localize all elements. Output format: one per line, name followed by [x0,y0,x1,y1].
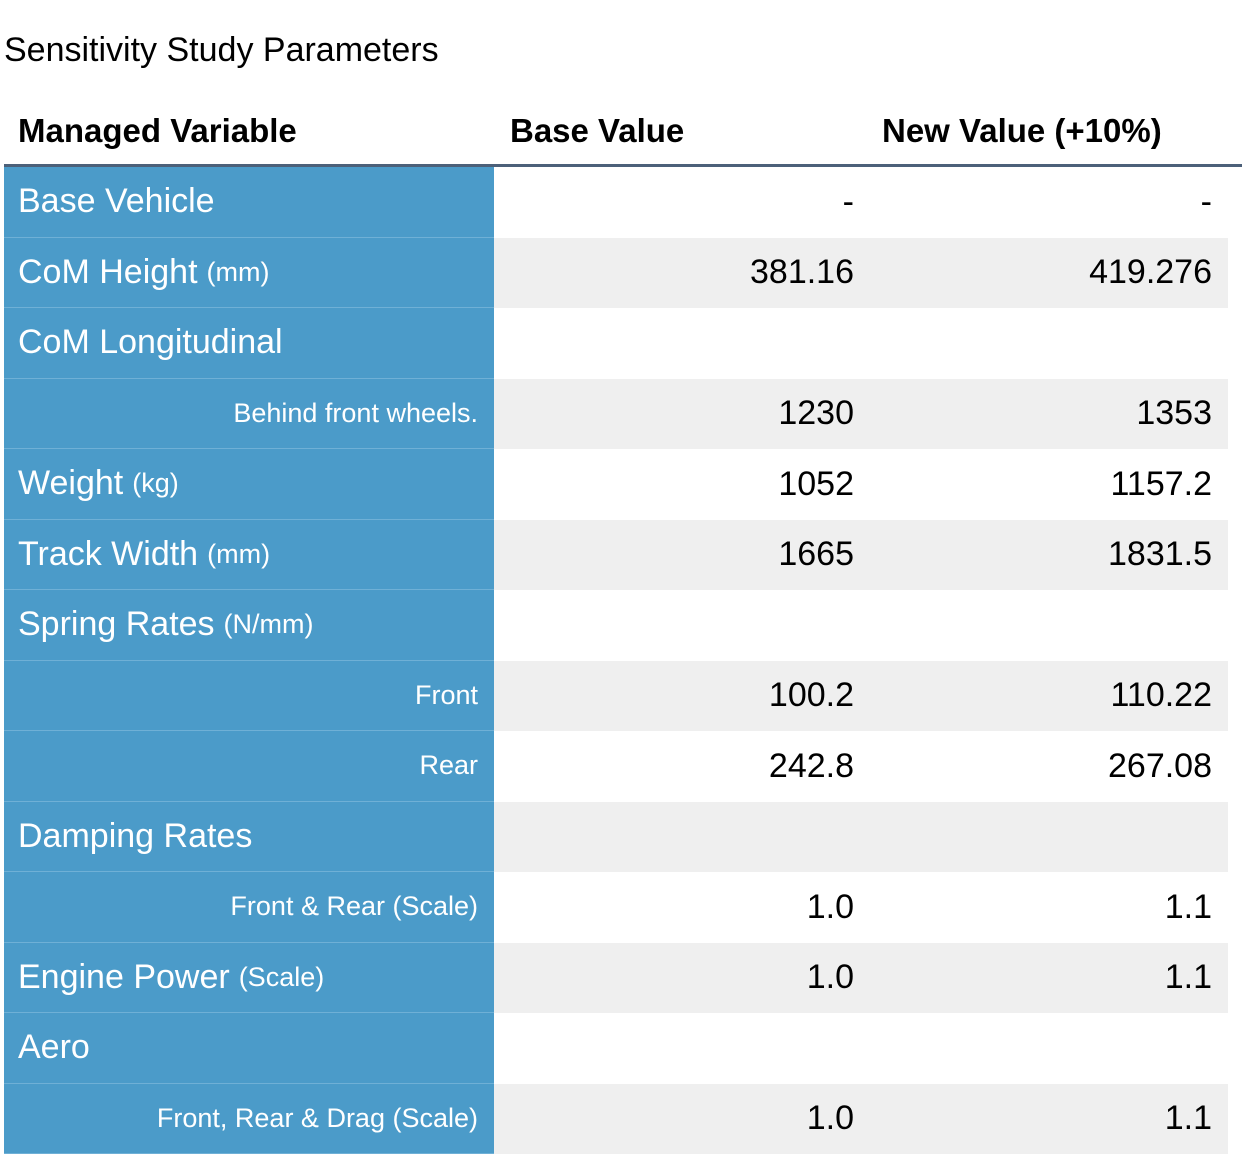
row-unit: (mm) [206,256,270,287]
new-value-cell [854,1013,1228,1084]
table-header: Managed Variable Base Value New Value (+… [4,98,1242,167]
table-row: Track Width (mm) 1665 1831.5 [4,519,1242,590]
row-label: Spring Rates (N/mm) [4,590,494,661]
row-label: Front, Rear & Drag (Scale) [4,1083,494,1154]
table-row: CoM Height (mm) 381.16 419.276 [4,237,1242,308]
table-row: Aero [4,1013,1242,1084]
base-value-cell [494,1013,854,1084]
new-value-cell: 1.1 [854,1083,1228,1154]
new-value-cell [854,308,1228,379]
row-label: CoM Longitudinal [4,308,494,379]
new-value-cell: 1831.5 [854,519,1228,590]
table-row: Front & Rear (Scale) 1.0 1.1 [4,872,1242,943]
row-label: Track Width (mm) [4,519,494,590]
row-label: Front [4,660,494,731]
row-unit: (N/mm) [223,609,314,640]
base-value-cell: 1052 [494,449,854,520]
base-value-cell: 1.0 [494,942,854,1013]
new-value-cell: 110.22 [854,660,1228,731]
new-value-cell: 267.08 [854,731,1228,802]
row-label-text: Front [414,679,478,710]
row-label-text: CoM Longitudinal [18,323,283,362]
table-row: CoM Longitudinal [4,308,1242,379]
new-value-cell: 1.1 [854,872,1228,943]
base-value-cell: - [494,167,854,238]
row-label-text: Front & Rear (Scale) [230,891,478,922]
row-unit: (mm) [207,538,271,569]
row-unit: (kg) [132,468,179,499]
row-label: Behind front wheels. [4,378,494,449]
new-value-cell [854,801,1228,872]
new-value-cell [854,590,1228,661]
table-row: Damping Rates [4,801,1242,872]
row-label-text: Damping Rates [18,816,253,855]
header-new-value: New Value (+10%) [882,112,1162,149]
base-value-cell: 1.0 [494,872,854,943]
table-row: Spring Rates (N/mm) [4,590,1242,661]
table-row: Front 100.2 110.22 [4,660,1242,731]
base-value-cell: 242.8 [494,731,854,802]
row-label: Base Vehicle [4,167,494,238]
base-value-cell: 381.16 [494,237,854,308]
table-row: Engine Power (Scale) 1.0 1.1 [4,942,1242,1013]
row-label-text: CoM Height [18,252,198,291]
table-row: Front, Rear & Drag (Scale) 1.0 1.1 [4,1083,1242,1154]
new-value-cell: 1157.2 [854,449,1228,520]
table-row: Base Vehicle - - [4,167,1242,238]
row-label: Damping Rates [4,801,494,872]
row-label-text: Base Vehicle [18,182,215,221]
row-label-text: Behind front wheels. [233,397,478,428]
row-label-text: Aero [18,1028,90,1067]
base-value-cell [494,308,854,379]
row-label-text: Track Width [18,534,199,573]
parameters-table: Managed Variable Base Value New Value (+… [4,98,1242,1154]
row-label-text: Rear [419,750,478,781]
table-row: Weight (kg) 1052 1157.2 [4,449,1242,520]
row-label: Front & Rear (Scale) [4,872,494,943]
base-value-cell [494,590,854,661]
new-value-cell: 1353 [854,378,1228,449]
row-label: Weight (kg) [4,449,494,520]
row-label: Rear [4,731,494,802]
table-row: Rear 242.8 267.08 [4,731,1242,802]
row-label-text: Weight [18,464,124,503]
base-value-cell: 1.0 [494,1083,854,1154]
base-value-cell: 1230 [494,378,854,449]
row-label-text: Engine Power [18,957,230,996]
row-label: Aero [4,1013,494,1084]
new-value-cell: - [854,167,1228,238]
table-body: Base Vehicle - - CoM Height (mm) 381.16 419.27… [4,167,1242,1154]
new-value-cell: 419.276 [854,237,1228,308]
row-label-text: Front, Rear & Drag (Scale) [156,1102,478,1133]
row-unit: (Scale) [238,961,325,992]
base-value-cell: 100.2 [494,660,854,731]
base-value-cell [494,801,854,872]
row-label-text: Spring Rates [18,605,215,644]
row-label: Engine Power (Scale) [4,942,494,1013]
header-managed-variable: Managed Variable [18,112,297,149]
base-value-cell: 1665 [494,519,854,590]
row-label: CoM Height (mm) [4,237,494,308]
table-row: Behind front wheels. 1230 1353 [4,378,1242,449]
new-value-cell: 1.1 [854,942,1228,1013]
header-base-value: Base Value [510,112,685,149]
page-title: Sensitivity Study Parameters [4,31,439,69]
